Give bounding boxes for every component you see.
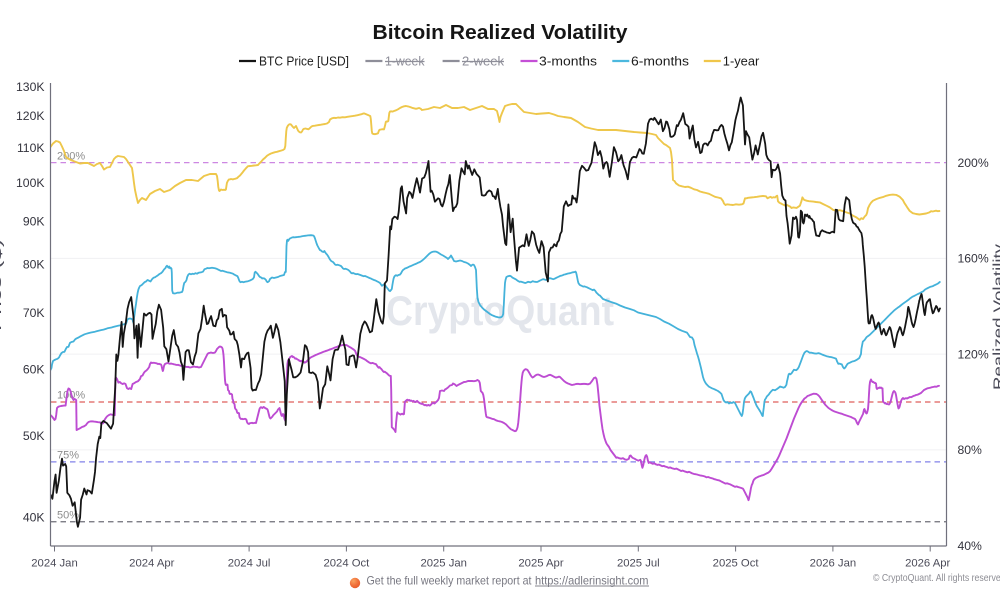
svg-text:BTC Price [USD]: BTC Price [USD]: [259, 54, 349, 69]
svg-text:130K: 130K: [16, 80, 44, 94]
svg-text:75%: 75%: [57, 450, 79, 462]
svg-text:110K: 110K: [17, 141, 45, 155]
svg-text:40K: 40K: [23, 511, 45, 525]
svg-text:80K: 80K: [23, 257, 45, 271]
svg-text:1-year: 1-year: [723, 54, 760, 69]
svg-text:90K: 90K: [23, 214, 45, 228]
svg-text:CryptoQuant: CryptoQuant: [386, 287, 614, 334]
svg-text:80%: 80%: [958, 443, 983, 457]
svg-text:2024 Jul: 2024 Jul: [228, 558, 271, 570]
svg-text:2024 Oct: 2024 Oct: [323, 558, 370, 570]
svg-text:50%: 50%: [57, 510, 79, 522]
svg-text:2025 Jan: 2025 Jan: [420, 558, 466, 570]
svg-text:2026 Jan: 2026 Jan: [810, 558, 856, 570]
svg-text:100K: 100K: [16, 176, 44, 190]
svg-text:200%: 200%: [958, 156, 989, 170]
svg-text:70K: 70K: [23, 306, 45, 320]
svg-text:120K: 120K: [16, 109, 44, 123]
svg-text:120%: 120%: [958, 347, 989, 361]
svg-text:https://adlerinsight.com: https://adlerinsight.com: [535, 574, 649, 588]
svg-text:2025 Oct: 2025 Oct: [713, 558, 760, 570]
svg-text:40%: 40%: [958, 539, 983, 553]
svg-text:60K: 60K: [23, 363, 45, 377]
svg-text:2-week: 2-week: [462, 54, 505, 69]
svg-text:2024 Jan: 2024 Jan: [31, 558, 77, 570]
svg-text:Bitcoin Realized Volatility: Bitcoin Realized Volatility: [373, 21, 629, 44]
svg-text:Get the full weekly market rep: Get the full weekly market report at: [367, 574, 533, 588]
svg-text:3-months: 3-months: [539, 54, 597, 69]
svg-text:6-months: 6-months: [631, 54, 689, 69]
svg-text:160%: 160%: [958, 252, 989, 266]
svg-text:50K: 50K: [23, 429, 45, 443]
svg-text:Realized Volatility: Realized Volatility: [992, 243, 1000, 390]
svg-text:1-week: 1-week: [385, 54, 425, 69]
svg-text:© CryptoQuant. All rights rese: © CryptoQuant. All rights reserved.: [873, 573, 1000, 584]
svg-text:2025 Apr: 2025 Apr: [518, 558, 563, 570]
svg-text:2026 Apr: 2026 Apr: [905, 558, 950, 570]
svg-text:2024 Apr: 2024 Apr: [129, 558, 174, 570]
svg-text:2025 Jul: 2025 Jul: [617, 558, 660, 570]
svg-text:Price ($): Price ($): [0, 239, 4, 331]
